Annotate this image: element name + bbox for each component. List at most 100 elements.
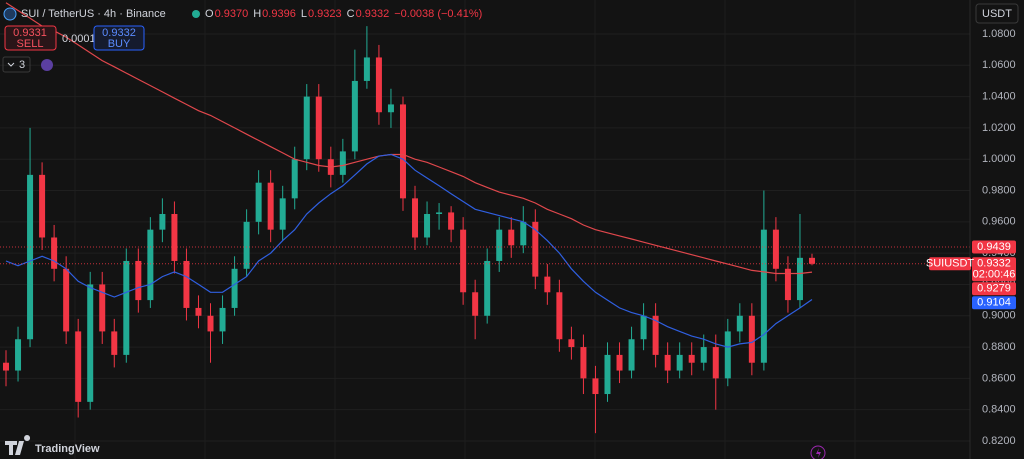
- status-dot: [192, 10, 200, 18]
- y-tick-label: 0.9800: [982, 184, 1016, 196]
- sell-button[interactable]: [4, 25, 57, 51]
- price-tag: [972, 282, 1016, 296]
- candle-body: [472, 292, 479, 316]
- moving-average: [5, 153, 813, 348]
- candle-body: [75, 331, 82, 402]
- candle-body: [111, 331, 118, 355]
- indicator-count: 3: [19, 59, 25, 71]
- candle-body: [183, 260, 190, 308]
- candle-body: [39, 174, 46, 238]
- buy-price: 0.9332: [102, 27, 136, 39]
- alert-icon[interactable]: [810, 445, 826, 459]
- candle-body: [51, 237, 58, 269]
- candle-body: [3, 362, 9, 371]
- candle-body: [363, 57, 370, 81]
- candle-body: [159, 214, 166, 230]
- candle-body: [809, 257, 815, 264]
- candle-body: [772, 229, 779, 269]
- currency-button[interactable]: [975, 3, 1019, 24]
- price-tag-label: 0.9439: [977, 241, 1011, 253]
- ohlc: O 0.9370 H 0.9396 L 0.9323 C 0.9332 −0.0038 (−0.…: [205, 8, 482, 20]
- symbol-icon: [3, 7, 17, 21]
- candle-body: [532, 221, 539, 277]
- price-tag: [972, 240, 1016, 254]
- candle-body: [712, 347, 719, 379]
- price-tag: [972, 296, 1016, 310]
- ohlc-key: H: [253, 8, 261, 20]
- price-tag: [972, 257, 1016, 282]
- logo-mark: [5, 435, 31, 455]
- candle-body: [99, 284, 106, 332]
- candle-body: [652, 315, 659, 355]
- y-tick-label: 1.0400: [982, 90, 1016, 102]
- candle-body: [315, 96, 322, 160]
- candle-body: [760, 229, 767, 363]
- candle-body: [700, 347, 707, 363]
- chevron: [7, 62, 15, 67]
- y-tick-label: 1.0600: [982, 59, 1016, 71]
- candle-body: [640, 315, 647, 340]
- price-tag-label: 0.9104: [977, 297, 1011, 309]
- buy-button[interactable]: [93, 25, 145, 51]
- candle-body: [724, 331, 731, 379]
- symbol-tag: [929, 257, 971, 271]
- candle-body: [736, 315, 743, 332]
- ohlc-key: C: [347, 8, 355, 20]
- ohlc-value: 0.9396: [262, 8, 296, 20]
- candle-body: [171, 214, 178, 261]
- candle-body: [496, 229, 503, 261]
- candle-body: [484, 260, 491, 316]
- candle-body: [412, 198, 419, 238]
- y-tick-label: 0.9000: [982, 310, 1016, 322]
- candle-body: [448, 212, 455, 230]
- candle-body: [387, 104, 394, 113]
- candle-body: [664, 354, 671, 371]
- candle-body: [580, 347, 587, 379]
- candle-body: [399, 104, 406, 199]
- y-tick-label: 0.8200: [982, 435, 1016, 447]
- y-tick-label: 1.0800: [982, 28, 1016, 40]
- candle-body: [508, 229, 515, 246]
- y-tick-label: 0.8600: [982, 372, 1016, 384]
- moving-average: [5, 2, 813, 275]
- candle-body: [748, 315, 755, 363]
- ohlc-value: 0.9332: [356, 8, 390, 20]
- candle-body: [568, 339, 575, 348]
- sync-icon[interactable]: [41, 59, 53, 71]
- currency: USDT: [982, 8, 1012, 20]
- candle-body: [520, 221, 527, 246]
- y-tick-label: 0.9600: [982, 216, 1016, 228]
- countdown: 02:00:46: [973, 269, 1016, 281]
- candle-body: [436, 212, 443, 215]
- candle-body: [195, 307, 202, 316]
- spread: 0.0001: [62, 33, 96, 45]
- ohlc-key: O: [205, 8, 214, 20]
- candle-body: [339, 151, 346, 175]
- candle-body: [87, 284, 94, 402]
- candle-body: [231, 268, 238, 308]
- candle-body: [796, 257, 803, 301]
- y-tick-label: 1.0000: [982, 153, 1016, 165]
- sell-label: SELL: [17, 38, 44, 50]
- candle-body: [207, 315, 214, 332]
- candle-body: [544, 276, 551, 293]
- candle-body: [291, 159, 298, 199]
- candle-body: [424, 214, 431, 238]
- candle-body: [63, 268, 70, 332]
- candle-body: [255, 182, 262, 222]
- change: −0.0038 (−0.41%): [394, 8, 482, 20]
- y-tick-label: 0.8400: [982, 404, 1016, 416]
- price-tag-label: 0.9279: [977, 283, 1011, 295]
- plot: [0, 2, 970, 434]
- candle-body: [147, 229, 154, 301]
- indicators-toggle[interactable]: [2, 56, 31, 73]
- price-tag-label: 0.9332: [977, 258, 1011, 270]
- candle-body: [688, 354, 695, 363]
- candle-body: [303, 96, 310, 160]
- y-tick-label: 1.0200: [982, 122, 1016, 134]
- candle-body: [243, 221, 250, 269]
- sell-price: 0.9331: [13, 27, 47, 39]
